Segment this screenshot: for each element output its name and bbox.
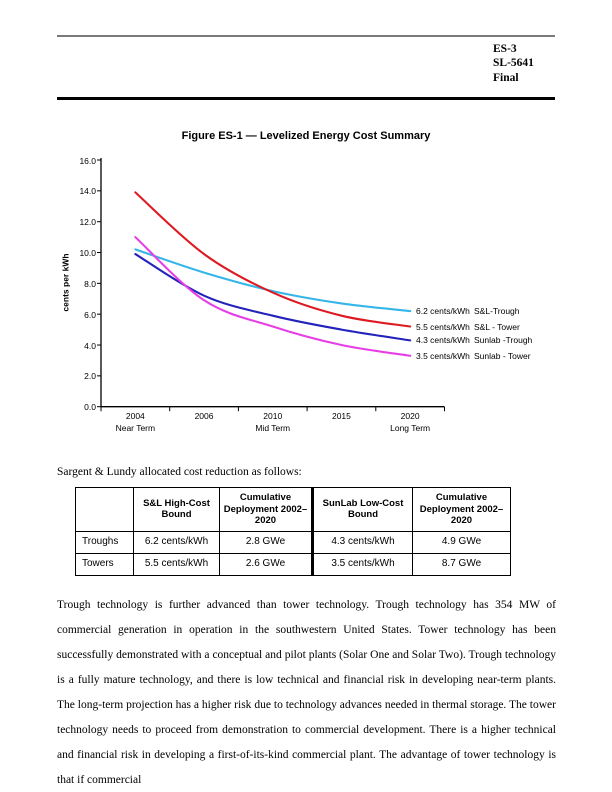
table-header-sunlab-low-cost: SunLab Low-Cost Bound	[311, 487, 413, 532]
table-header-sl-high-cost: S&L High-Cost Bound	[133, 487, 220, 532]
towers-sunlab-deployment: 8.7 GWe	[412, 552, 511, 576]
troughs-sl-deployment: 2.8 GWe	[219, 530, 313, 554]
cost-reduction-table: S&L High-Cost Bound Cumulative Deploymen…	[75, 487, 511, 576]
y-axis-tick-label: 0.0	[84, 402, 96, 413]
x-axis-tick-label: 2020	[400, 411, 420, 421]
series-end-value-label-sunlab-tower: 3.5 cents/kWh	[416, 350, 470, 361]
x-axis-tick-label: 2015	[331, 411, 351, 421]
header-bottom-rule	[57, 97, 555, 100]
x-axis-tick-label: 2010	[263, 411, 283, 421]
series-line-s-l-tower	[134, 191, 412, 328]
y-axis-tick-label: 2.0	[84, 371, 96, 382]
table-row-towers: Towers 5.5 cents/kWh 2.6 GWe 3.5 cents/k…	[75, 552, 511, 576]
row-label-troughs: Troughs	[75, 530, 134, 554]
y-axis-tick-label: 4.0	[84, 340, 96, 351]
table-header-cumulative-deployment-1: Cumulative Deployment 2002–2020	[219, 487, 313, 532]
table-header-cumulative-deployment-2: Cumulative Deployment 2002–2020	[412, 487, 511, 532]
y-axis-tick-label: 12.0	[79, 217, 96, 228]
x-axis-term-label: Long Term	[390, 423, 431, 433]
header-line-report-status: Final	[493, 71, 519, 84]
y-axis-tick-label: 14.0	[79, 186, 96, 197]
figure-title: Figure ES-1 — Levelized Energy Cost Summ…	[181, 130, 431, 142]
troughs-sl-cost: 6.2 cents/kWh	[133, 530, 220, 554]
header-line-report-page: ES-3	[493, 43, 517, 55]
page-header: ES-3 SL-5641 Final	[493, 42, 534, 85]
series-end-value-label-sunlab-trough: 4.3 cents/kWh	[416, 335, 470, 346]
series-end-value-label-s-l-trough: 6.2 cents/kWh	[416, 306, 470, 317]
x-axis-tick-label: 2006	[194, 411, 214, 421]
series-name-label-sunlab-tower: Sunlab - Tower	[474, 350, 531, 361]
towers-sl-cost: 5.5 cents/kWh	[133, 552, 220, 576]
table-row-troughs: Troughs 6.2 cents/kWh 2.8 GWe 4.3 cents/…	[75, 530, 511, 554]
series-end-value-label-s-l-tower: 5.5 cents/kWh	[416, 321, 470, 332]
series-name-label-s-l-trough: S&L-Trough	[474, 306, 520, 317]
table-header-empty	[75, 487, 134, 532]
y-axis-tick-label: 16.0	[79, 155, 96, 166]
troughs-sunlab-cost: 4.3 cents/kWh	[311, 530, 413, 554]
series-name-label-s-l-tower: S&L - Tower	[474, 321, 520, 332]
x-axis-term-label: Near Term	[115, 423, 156, 433]
table-intro-text: Sargent & Lundy allocated cost reduction…	[57, 466, 302, 478]
series-line-sunlab-trough	[134, 253, 412, 342]
towers-sl-deployment: 2.6 GWe	[219, 552, 313, 576]
header-top-rule	[57, 35, 555, 37]
table-header-row: S&L High-Cost Bound Cumulative Deploymen…	[75, 487, 511, 532]
y-axis-tick-label: 10.0	[79, 248, 96, 258]
y-axis-tick-label: 6.0	[84, 309, 96, 320]
row-label-towers: Towers	[75, 552, 134, 576]
header-line-report-number: SL-5641	[493, 57, 534, 70]
x-axis-term-label: Mid Term	[255, 423, 291, 433]
x-axis-tick-label: 2004	[125, 411, 145, 421]
troughs-sunlab-deployment: 4.9 GWe	[412, 530, 511, 554]
series-name-label-sunlab-trough: Sunlab -Trough	[474, 335, 533, 346]
chart-axes	[100, 158, 445, 408]
body-paragraph: Trough technology is further advanced th…	[57, 599, 556, 786]
series-line-sunlab-tower	[134, 236, 412, 357]
series-line-s-l-trough	[134, 248, 412, 313]
y-axis-tick-label: 8.0	[84, 278, 96, 289]
towers-sunlab-cost: 3.5 cents/kWh	[311, 552, 413, 576]
